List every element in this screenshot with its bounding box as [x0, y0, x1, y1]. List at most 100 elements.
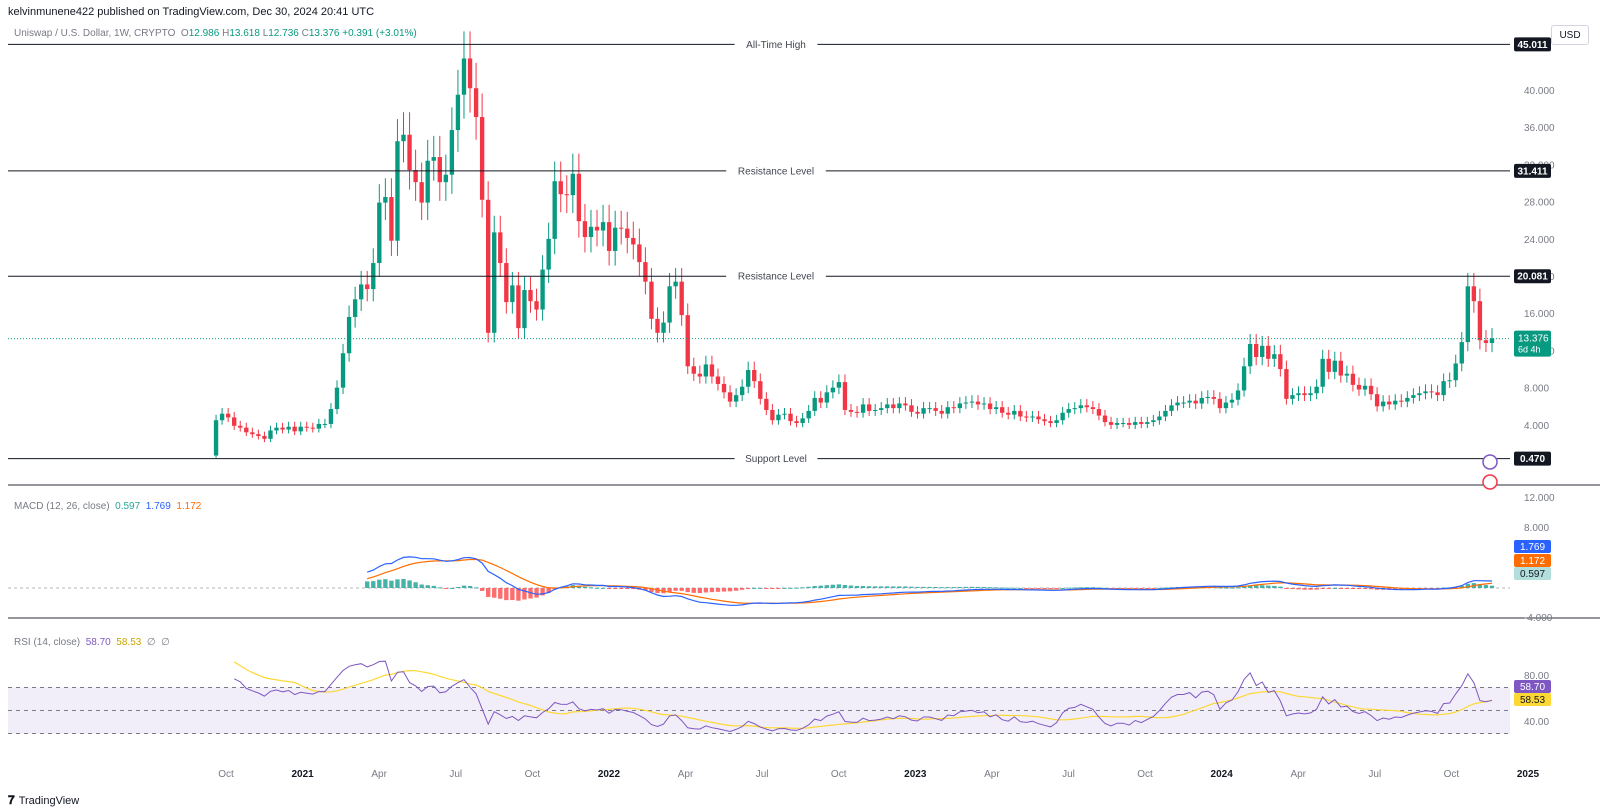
candle-body — [1060, 412, 1065, 421]
candle-body — [244, 427, 249, 433]
candle-body — [836, 382, 842, 388]
candle-body — [1314, 386, 1319, 394]
x-axis-tick: Apr — [371, 769, 387, 780]
candle-body — [963, 402, 969, 404]
macd-bar — [794, 587, 799, 589]
candle-body — [848, 409, 854, 412]
candle-body — [957, 403, 963, 409]
macd-bar — [365, 581, 370, 588]
candle-body — [981, 403, 987, 405]
rsi-ma-line — [233, 661, 1493, 729]
candle-body — [1417, 393, 1422, 396]
level-tag-label: 31.411 — [1517, 166, 1547, 177]
macd-bar — [1483, 585, 1489, 588]
candle-body — [619, 227, 624, 229]
candle-body — [1012, 410, 1017, 415]
rsi-legend[interactable]: RSI (14, close) 58.70 58.53 ∅ ∅ — [14, 637, 170, 648]
candle-body — [467, 58, 473, 89]
candle-body — [927, 408, 932, 410]
currency-button[interactable]: USD — [1551, 25, 1589, 45]
macd-legend[interactable]: MACD (12, 26, close) 0.597 1.769 1.172 — [14, 501, 201, 512]
candle-body — [250, 432, 255, 435]
macd-bar — [1042, 588, 1047, 589]
candle-body — [383, 197, 388, 203]
candle-body — [1483, 340, 1489, 344]
macd-bar — [842, 585, 848, 588]
candle-body — [824, 392, 829, 403]
candle-body — [1126, 423, 1132, 425]
macd-bar — [1338, 588, 1343, 589]
candle-body — [274, 427, 279, 431]
change-value: +0.391 (+3.01%) — [342, 28, 417, 39]
macd-bar — [546, 588, 551, 593]
macd-bar — [1006, 587, 1011, 589]
candle-body — [1042, 419, 1047, 422]
footer-brand[interactable]: TradingView — [18, 794, 80, 807]
high-label: H — [222, 28, 230, 39]
candle-body — [1024, 416, 1029, 418]
candle-body — [606, 222, 612, 251]
macd-bar — [800, 587, 805, 589]
candle-body — [612, 227, 618, 251]
macd-bar — [594, 587, 600, 589]
candle-body — [262, 436, 267, 439]
macd-bar — [975, 586, 981, 588]
level-tag — [1514, 451, 1551, 466]
macd-bar — [733, 588, 739, 591]
macd-bar — [1139, 588, 1144, 589]
macd-bar — [631, 588, 636, 590]
candle-body — [1205, 396, 1210, 398]
candle-body — [504, 263, 509, 303]
candle-body — [1090, 407, 1096, 410]
candle-body — [812, 397, 817, 411]
candle-body — [691, 366, 696, 374]
candle-body — [1133, 422, 1138, 425]
macd-bar — [691, 588, 696, 593]
candle-body — [842, 382, 848, 410]
rsi-value: 58.70 — [85, 637, 111, 648]
candle-body — [788, 413, 793, 422]
macd-bar — [582, 586, 588, 588]
candle-body — [552, 181, 557, 239]
candle-body — [703, 364, 709, 377]
candle-body — [1181, 402, 1186, 404]
level-tag-label: 0.470 — [1520, 454, 1545, 465]
candle-body — [685, 315, 690, 367]
x-axis-tick: 2023 — [904, 769, 927, 780]
published-line: kelvinmunene422 published on TradingView… — [8, 6, 375, 18]
macd-bar — [431, 585, 436, 588]
candle-body — [455, 94, 461, 131]
macd-bar — [1096, 587, 1102, 589]
candle-body — [280, 427, 285, 430]
candle-body — [987, 403, 993, 410]
rsi-axis-tick: 40.00 — [1524, 717, 1549, 728]
high-value: 13.618 — [229, 28, 260, 39]
macd-bar — [987, 587, 993, 589]
macd-bar — [643, 588, 648, 591]
macd-bar — [1090, 587, 1096, 589]
candle-body — [885, 404, 890, 409]
x-axis-tick: Oct — [218, 769, 234, 780]
candle-body — [407, 134, 412, 171]
candle-body — [1332, 360, 1337, 372]
level-tag-label: 20.081 — [1517, 272, 1548, 283]
candle-body — [582, 221, 588, 238]
macd-bar — [485, 588, 491, 598]
candle-body — [758, 381, 763, 399]
macd-bar — [1302, 588, 1307, 590]
candle-body — [298, 426, 303, 432]
candle-body — [1320, 358, 1325, 387]
symbol-name[interactable]: Uniswap / U.S. Dollar, 1W, CRYPTO — [14, 28, 176, 39]
macd-value-label: 1.769 — [1520, 542, 1545, 553]
candle-body — [461, 58, 467, 95]
macd-bar — [1459, 585, 1464, 588]
candle-body — [492, 232, 497, 333]
candle-body — [1072, 408, 1077, 410]
candles — [213, 31, 1495, 458]
macd-bar — [951, 587, 956, 589]
candle-body — [1145, 422, 1150, 424]
macd-value-tag — [1514, 554, 1551, 567]
rsi-extra-1: ∅ — [146, 637, 156, 648]
macd-bar — [715, 588, 721, 592]
